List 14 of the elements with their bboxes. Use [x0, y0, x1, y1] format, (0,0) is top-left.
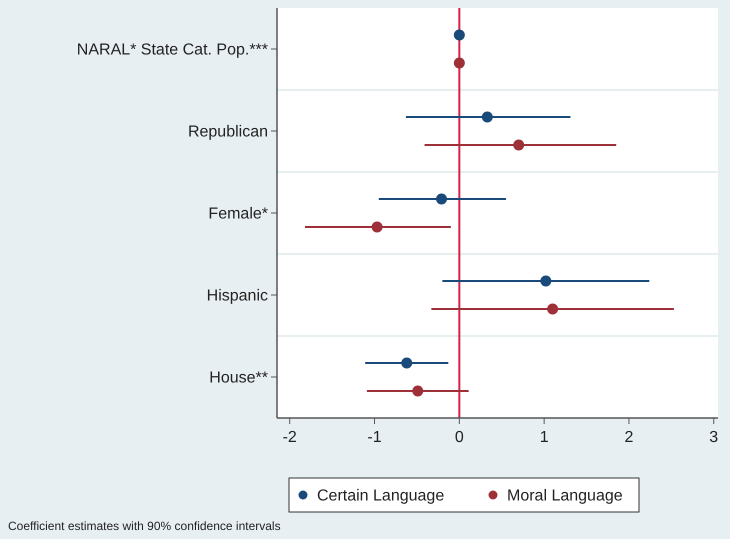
- x-tick-label: 3: [709, 429, 718, 446]
- x-tick-label: -2: [282, 429, 297, 446]
- y-tick-label: Hispanic: [206, 288, 268, 305]
- text: Coefficient estimates with 90% confidence intervals: [8, 519, 281, 533]
- legend-label: Moral Language: [507, 488, 623, 505]
- y-tick-label: NARAL* State Cat. Pop.***: [76, 42, 268, 59]
- x-tick-label: 1: [540, 429, 549, 446]
- y-tick-label: Republican: [188, 124, 268, 141]
- y-tick-label: House**: [209, 370, 268, 387]
- x-tick-label: 2: [624, 429, 634, 446]
- y-tick-label: Female*: [208, 206, 268, 223]
- legend-label: Certain Language: [317, 488, 444, 505]
- x-tick-label: -1: [367, 429, 382, 446]
- x-tick-label: 0: [454, 429, 464, 446]
